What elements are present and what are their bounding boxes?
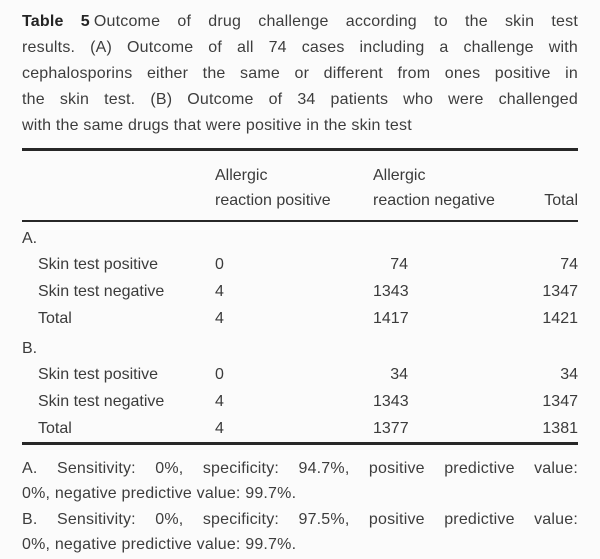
value-negative: 1343 — [373, 393, 409, 410]
header-text: Allergic — [373, 167, 426, 184]
header-text: Allergic — [215, 167, 268, 184]
table-row: Skin test positive 0 74 74 — [22, 251, 578, 278]
header-text: reaction positive — [215, 192, 331, 209]
value-positive: 0 — [215, 256, 224, 273]
section-label: A. — [22, 230, 38, 247]
value-total: 34 — [560, 366, 578, 383]
header-empty — [22, 149, 215, 222]
footnote-line: 0%, negative predictive value: 99.7%. — [22, 536, 297, 553]
value-positive: 4 — [215, 283, 224, 300]
section-label: B. — [22, 340, 38, 357]
row-label: Skin test negative — [38, 283, 165, 300]
table-body: A. Skin test positive 0 74 74 Skin test … — [22, 221, 578, 444]
caption-line: the skin test. (B) Outcome of 34 patient… — [22, 91, 578, 108]
caption-line: Table 5 Outcome of drug challenge accordi… — [22, 9, 578, 35]
footnote-b: B. Sensitivity: 0%, specificity: 97.5%, … — [22, 507, 578, 557]
value-positive: 4 — [215, 420, 224, 437]
caption-text: Outcome of drug challenge according to t… — [93, 13, 578, 30]
value-negative: 1343 — [373, 283, 409, 300]
row-label: Total — [38, 420, 72, 437]
table-footnotes: A. Sensitivity: 0%, specificity: 94.7%, … — [22, 456, 578, 557]
row-label: Total — [38, 310, 72, 327]
header-allergic-negative: Allergic reaction negative — [373, 149, 515, 222]
footnote-line: B. Sensitivity: 0%, specificity: 97.5%, … — [22, 511, 578, 528]
caption-line: results. (A) Outcome of all 74 cases inc… — [22, 39, 578, 56]
value-positive: 4 — [215, 393, 224, 410]
value-positive: 4 — [215, 310, 224, 327]
value-negative: 1417 — [373, 310, 409, 327]
caption-line: cephalosporins either the same or differ… — [22, 65, 578, 82]
table-row: Total 4 1417 1421 — [22, 305, 578, 332]
row-label: Skin test positive — [38, 256, 159, 273]
footnote-line: A. Sensitivity: 0%, specificity: 94.7%, … — [22, 460, 578, 477]
value-total: 1381 — [542, 420, 578, 437]
table-row: Skin test positive 0 34 34 — [22, 361, 578, 388]
value-total: 1347 — [542, 393, 578, 410]
section-a-row: A. — [22, 221, 578, 251]
header-allergic-positive: Allergic reaction positive — [215, 149, 373, 222]
table-row: Total 4 1377 1381 — [22, 415, 578, 444]
outcome-table: Allergic reaction positive Allergic reacti… — [22, 148, 578, 445]
table-row: Skin test negative 4 1343 1347 — [22, 388, 578, 415]
value-negative: 74 — [390, 256, 408, 273]
value-total: 1347 — [542, 283, 578, 300]
row-label: Skin test negative — [38, 393, 165, 410]
row-label: Skin test positive — [38, 366, 159, 383]
table-number-label: Table 5 — [22, 13, 90, 30]
table-row: Skin test negative 4 1343 1347 — [22, 278, 578, 305]
header-total: Total — [515, 149, 578, 222]
value-total: 74 — [560, 256, 578, 273]
header-text: reaction negative — [373, 192, 495, 209]
section-b-row: B. — [22, 332, 578, 361]
value-negative: 1377 — [373, 420, 409, 437]
value-total: 1421 — [542, 310, 578, 327]
footnote-a: A. Sensitivity: 0%, specificity: 94.7%, … — [22, 456, 578, 506]
caption-line: with the same drugs that were positive i… — [22, 117, 412, 134]
value-positive: 0 — [215, 366, 224, 383]
table-header: Allergic reaction positive Allergic reacti… — [22, 149, 578, 222]
table-caption: Table 5 Outcome of drug challenge accordi… — [22, 9, 578, 139]
footnote-line: 0%, negative predictive value: 99.7%. — [22, 485, 297, 502]
value-negative: 34 — [390, 366, 408, 383]
